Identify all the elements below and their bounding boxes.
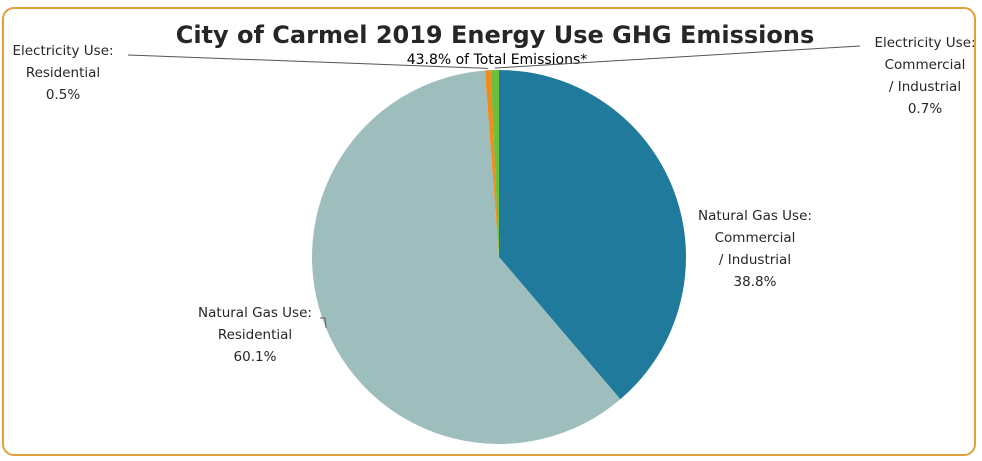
pie-slice-3 (490, 70, 499, 257)
leader-line-2 (127, 54, 488, 69)
slice-label-0-line-0: Natural Gas Use: (698, 208, 812, 224)
slice-value-label-1: 60.1% (234, 349, 277, 365)
chart-subtitle: 43.8% of Total Emissions* (407, 52, 588, 68)
slice-label-0-line-1: Commercial (715, 230, 796, 246)
chart-title: City of Carmel 2019 Energy Use GHG Emiss… (176, 21, 815, 49)
slice-label-3-line-1: Commercial (885, 57, 966, 73)
slice-label-0-line-2: / Industrial (719, 252, 791, 268)
slice-label-3-line-2: / Industrial (889, 79, 961, 95)
leader-line-1 (320, 317, 327, 329)
slice-label-3-line-0: Electricity Use: (874, 35, 975, 51)
slice-value-label-3: 0.7% (908, 101, 942, 117)
slice-value-label-0: 38.8% (734, 274, 777, 290)
leader-lines (127, 45, 861, 329)
slice-labels: Natural Gas Use: Commercial / Industrial 38… (12, 35, 975, 365)
slice-label-1-line-1: Residential (218, 327, 292, 343)
pie-slice-0 (499, 70, 686, 400)
slice-label-2-line-1: Residential (26, 65, 100, 81)
pie-slice-1 (311, 70, 621, 445)
slice-value-label-2: 0.5% (46, 87, 80, 103)
pie-slice-2 (484, 70, 499, 257)
slice-label-2-line-0: Electricity Use: (12, 43, 113, 59)
slice-label-1-line-0: Natural Gas Use: (198, 305, 312, 321)
leader-line-3 (494, 45, 861, 69)
pie-slices (311, 70, 686, 445)
